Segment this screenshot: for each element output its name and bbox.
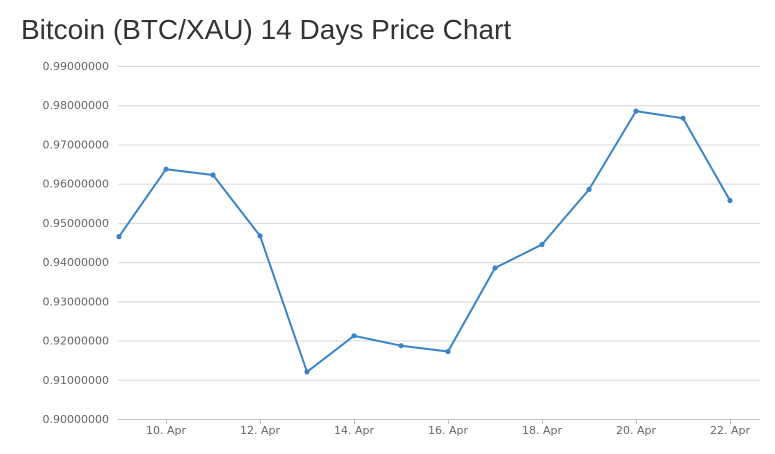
grid xyxy=(118,66,760,420)
data-point[interactable] xyxy=(492,265,498,271)
data-point[interactable] xyxy=(304,369,310,375)
data-point[interactable] xyxy=(633,108,639,114)
x-tick-label: 18. Apr xyxy=(522,424,562,437)
x-tick-label: 22. Apr xyxy=(710,424,750,437)
data-point[interactable] xyxy=(163,166,169,172)
y-tick-label: 0.98000000 xyxy=(43,99,109,112)
series xyxy=(116,108,733,375)
data-point[interactable] xyxy=(445,348,451,355)
x-tick-label: 14. Apr xyxy=(334,424,374,437)
x-tick-label: 16. Apr xyxy=(428,424,468,437)
data-point[interactable] xyxy=(398,343,404,349)
y-tick-label: 0.93000000 xyxy=(43,295,109,308)
y-tick-label: 0.94000000 xyxy=(43,256,109,269)
x-tick-label: 20. Apr xyxy=(616,424,656,437)
data-point[interactable] xyxy=(257,233,263,239)
data-point[interactable] xyxy=(351,333,357,339)
data-point[interactable] xyxy=(210,172,216,178)
x-tick-label: 12. Apr xyxy=(240,424,280,437)
chart-title: Bitcoin (BTC/XAU) 14 Days Price Chart xyxy=(21,14,512,45)
y-tick-label: 0.96000000 xyxy=(43,178,109,191)
data-point[interactable] xyxy=(586,186,592,193)
series-line xyxy=(118,110,731,373)
data-point[interactable] xyxy=(116,234,122,240)
y-tick-label: 0.95000000 xyxy=(43,217,109,230)
data-point[interactable] xyxy=(539,241,545,248)
x-axis-ticks: 10. Apr 12. Apr 14. Apr 16. Apr 18. Apr 20. A… xyxy=(146,419,750,437)
data-point[interactable] xyxy=(727,197,733,204)
y-tick-label: 0.90000000 xyxy=(43,413,109,426)
y-tick-label: 0.97000000 xyxy=(43,138,109,151)
y-tick-label: 0.92000000 xyxy=(43,335,109,348)
y-axis-ticks: 0.90000000 0.91000000 0.92000000 0.93000000… xyxy=(43,60,109,426)
y-tick-label: 0.91000000 xyxy=(43,374,109,387)
y-tick-label: 0.99000000 xyxy=(43,60,109,73)
x-tick-label: 10. Apr xyxy=(146,424,186,437)
data-point[interactable] xyxy=(680,115,686,121)
